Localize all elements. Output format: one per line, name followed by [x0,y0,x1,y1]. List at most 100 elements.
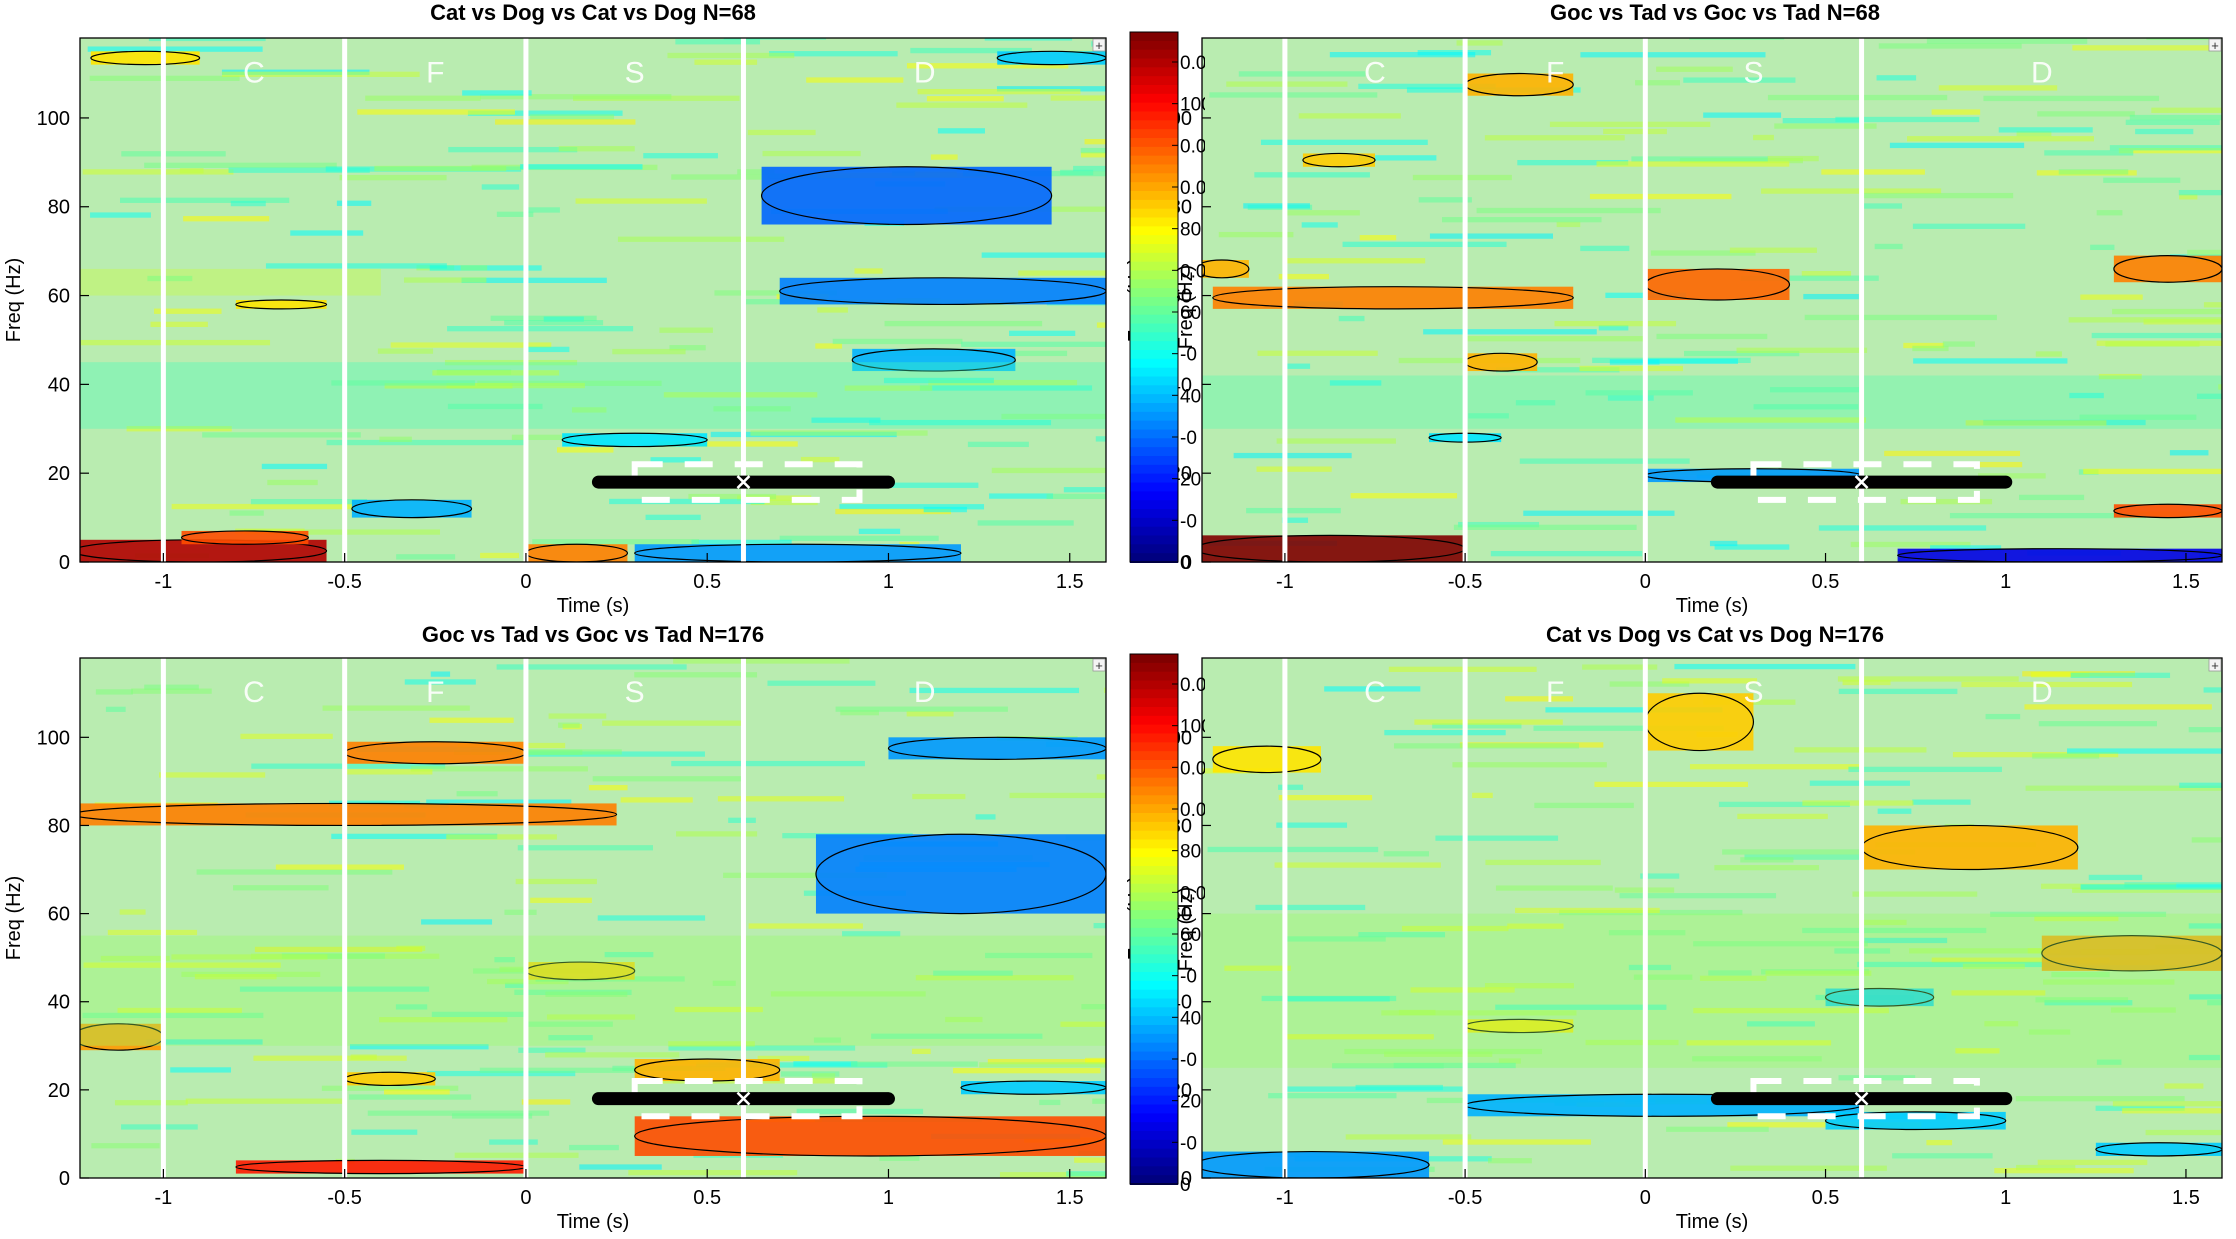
heatmap-noise-cell [1018,270,1106,276]
heatmap-noise-cell [171,954,328,960]
y-tick-label: 80 [48,815,70,837]
colorbar-cell [1130,821,1178,832]
heatmap-noise-cell [1692,1056,1822,1062]
colorbar-cell [1130,1078,1178,1088]
x-tick-label: 1.5 [2172,571,2200,593]
colorbar-tick-label: 20 [1180,1092,1201,1113]
contour-line [1824,1111,2007,1131]
x-tick-label: 1 [883,571,894,593]
expand-icon-glyph: + [2211,658,2219,673]
heatmap-noise-cell [230,200,266,207]
heatmap-noise-cell [1689,764,1861,770]
x-axis-label: Time (s) [1676,1211,1749,1233]
heatmap-noise-cell [984,38,1073,41]
colorbar-tick-label: 100 [1180,95,1205,116]
panel-2-title: Goc vs Tad vs Goc vs Tad N=68 [1550,0,1880,25]
colorbar-cell [1130,535,1178,546]
heatmap-noise-cell [1285,1086,1467,1092]
heatmap-noise-cell [1962,963,2025,969]
colorbar-cell [1130,358,1178,369]
y-tick-label: 100 [37,727,70,749]
heatmap-noise-cell [1484,983,1574,989]
heatmap-noise-cell [1835,116,1980,123]
heatmap-noise-cell [669,345,706,351]
heatmap-noise-cell [1837,676,2019,682]
colorbar-cell [1130,49,1178,60]
heatmap-noise-cell [945,1016,983,1023]
heatmap-noise-cell [604,951,654,958]
heatmap-noise-cell [1517,159,1629,166]
heatmap-noise-cell [2043,979,2175,985]
panel-1-chart: C F S D + -1 -0.5 0 0.5 1 1.5 0 20 40 60 80 100 Time (s) F… [3,37,1107,617]
colorbar-cell [1130,689,1178,700]
heatmap-noise-cell [1009,330,1076,336]
heatmap-noise-cell [884,320,1043,327]
heatmap-cluster [1212,746,1321,773]
heatmap-noise-cell [1073,165,1106,172]
heatmap-noise-cell [780,1071,840,1077]
heatmap-noise-cell [253,1055,407,1061]
colorbar-cell [1130,93,1178,104]
colorbar-cell [1130,1060,1178,1071]
heatmap-noise-cell [527,207,560,213]
heatmap-noise-cell [620,797,693,803]
heatmap-noise-cell [1912,799,1971,805]
heatmap-noise-cell [2188,1054,2220,1061]
heatmap-noise-cell [1619,893,1777,899]
heatmap-noise-cell [714,290,838,296]
heatmap-noise-cell [750,430,928,436]
x-tick-label: 1 [2000,1187,2011,1209]
contour-line [1212,286,1574,310]
heatmap-cluster [634,1116,1106,1156]
heatmap-noise-cell [1740,275,1879,281]
heatmap-noise-cell [1534,802,1634,809]
colorbar-tick-label: 80 [1180,842,1201,863]
heatmap-noise-cell [1598,325,1629,331]
colorbar-cell [1130,786,1178,797]
heatmap-noise-cell [879,1155,920,1161]
heatmap-noise-cell [1358,83,1496,90]
heatmap-noise-cell [723,38,827,40]
heatmap-noise-cell [668,1045,856,1051]
heatmap-noise-cell [1767,94,1948,101]
heatmap-noise-cell [850,1061,978,1067]
heatmap-noise-cell [1909,948,2050,954]
heatmap-noise-cell [1093,922,1106,929]
heatmap-noise-cell [1821,169,1925,175]
heatmap-noise-cell [713,406,791,412]
heatmap-noise-cell [1656,66,1733,72]
heatmap-noise-cell [597,915,706,921]
heatmap-cluster [1212,286,1574,309]
heatmap-noise-cell [2088,874,2143,881]
heatmap-cluster [815,834,1106,914]
heatmap-noise-cell [645,514,701,521]
heatmap-noise-cell [290,230,364,236]
heatmap-cluster [351,499,472,518]
heatmap-noise-cell [239,986,430,992]
heatmap-noise-cell [1342,241,1507,248]
colorbar-tick-label: -0 [1180,511,1197,532]
x-tick-label: 0.5 [693,571,721,593]
expand-icon [2208,38,2222,52]
heatmap-noise-cell [906,711,954,717]
heatmap-noise-cell [933,970,1013,976]
heatmap-noise-cell [2038,721,2157,727]
heatmap-noise-cell [1429,233,1553,239]
heatmap-noise-cell [421,919,493,925]
contour-line [2113,254,2222,283]
colorbar-cell [1130,111,1178,122]
heatmap-noise-cell [571,407,607,413]
heatmap-cluster [181,530,309,545]
colorbar-tick-label: -0 [1180,1050,1197,1071]
heatmap-noise-cell [194,974,277,980]
heatmap-noise-cell [379,1017,508,1023]
heatmap-noise-cell [1495,885,1613,891]
epoch-label: S [625,676,645,709]
colorbar-cell [1130,910,1178,920]
heatmap-noise-cell [671,760,865,767]
heatmap-noise-cell [1050,95,1106,101]
colorbar-cell [1130,901,1178,912]
colorbar-cell [1130,760,1178,770]
heatmap-noise-cell [1268,1093,1397,1099]
heatmap-noise-cell [105,706,126,712]
